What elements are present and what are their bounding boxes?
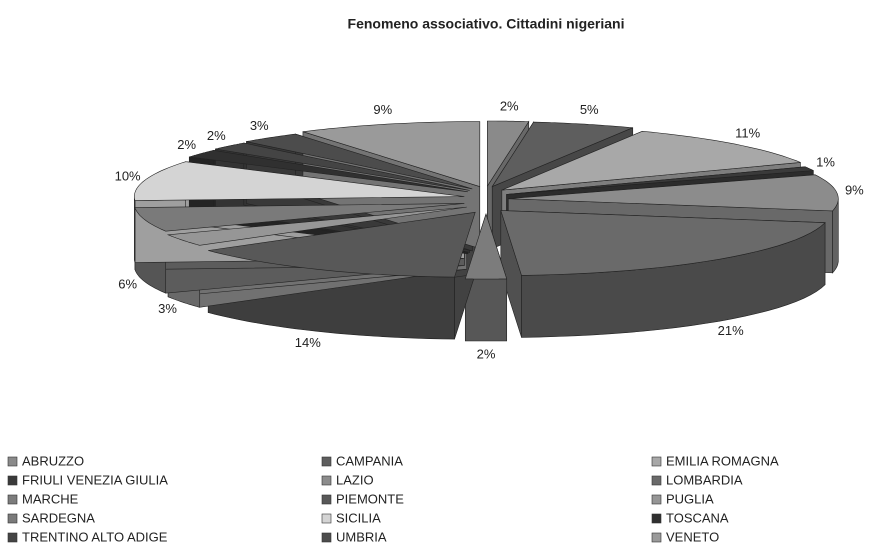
legend-label: MARCHE bbox=[22, 491, 79, 506]
legend-label: PUGLIA bbox=[666, 491, 714, 506]
chart-title: Fenomeno associativo. Cittadini nigerian… bbox=[348, 16, 625, 32]
slice bbox=[491, 121, 633, 188]
legend-swatch bbox=[321, 494, 332, 505]
slice-side bbox=[134, 196, 136, 263]
legend-label: TOSCANA bbox=[666, 510, 729, 525]
slice bbox=[189, 149, 468, 193]
legend-swatch bbox=[7, 532, 18, 543]
legend-swatch bbox=[7, 456, 18, 467]
legend-swatch bbox=[651, 456, 662, 467]
data-label: 2% bbox=[500, 99, 519, 114]
legend-label: SARDEGNA bbox=[22, 510, 95, 525]
legend-label: CAMPANIA bbox=[336, 453, 403, 468]
slice bbox=[464, 213, 508, 280]
legend-swatch bbox=[7, 513, 18, 524]
slice bbox=[501, 130, 801, 191]
slice bbox=[166, 206, 467, 246]
legend-swatch bbox=[651, 475, 662, 486]
slice bbox=[302, 121, 481, 187]
data-label: 3% bbox=[158, 301, 177, 316]
legend-swatch bbox=[651, 532, 662, 543]
data-label: 2% bbox=[477, 346, 496, 361]
slice bbox=[134, 203, 465, 232]
data-label: 11% bbox=[735, 126, 760, 141]
data-label: 14% bbox=[295, 335, 321, 350]
legend-swatch bbox=[7, 475, 18, 486]
legend-label: EMILIA ROMAGNA bbox=[666, 453, 779, 468]
slice bbox=[134, 161, 465, 201]
data-label: 5% bbox=[580, 102, 599, 117]
legend-label: TRENTINO ALTO ADIGE bbox=[22, 529, 168, 544]
data-label: 1% bbox=[816, 155, 835, 170]
data-label: 2% bbox=[207, 128, 226, 143]
slice bbox=[246, 133, 473, 190]
legend-label: SICILIA bbox=[336, 510, 381, 525]
data-label: 3% bbox=[250, 118, 269, 133]
legend-swatch bbox=[651, 494, 662, 505]
slice bbox=[487, 120, 530, 188]
legend-label: ABRUZZO bbox=[22, 453, 84, 468]
legend-swatch bbox=[321, 513, 332, 524]
legend-label: FRIULI VENEZIA GIULIA bbox=[22, 472, 168, 487]
legend-label: LOMBARDIA bbox=[666, 472, 743, 487]
slice-side bbox=[465, 278, 507, 342]
legend-label: UMBRIA bbox=[336, 529, 387, 544]
data-label: 9% bbox=[373, 102, 392, 117]
slice bbox=[508, 174, 839, 212]
legend-swatch bbox=[321, 475, 332, 486]
legend-label: PIEMONTE bbox=[336, 491, 404, 506]
slice bbox=[506, 166, 814, 195]
legend-label: LAZIO bbox=[336, 472, 374, 487]
slice bbox=[500, 210, 826, 276]
legend-swatch bbox=[651, 513, 662, 524]
slice bbox=[215, 142, 470, 191]
data-label: 2% bbox=[177, 137, 196, 152]
data-label: 9% bbox=[845, 183, 864, 198]
legend-swatch bbox=[7, 494, 18, 505]
legend-label: VENETO bbox=[666, 529, 719, 544]
legend-swatch bbox=[321, 532, 332, 543]
data-label: 6% bbox=[118, 277, 137, 292]
legend-swatch bbox=[321, 456, 332, 467]
data-label: 10% bbox=[115, 168, 141, 183]
data-label: 21% bbox=[718, 323, 744, 338]
slice bbox=[208, 211, 476, 278]
